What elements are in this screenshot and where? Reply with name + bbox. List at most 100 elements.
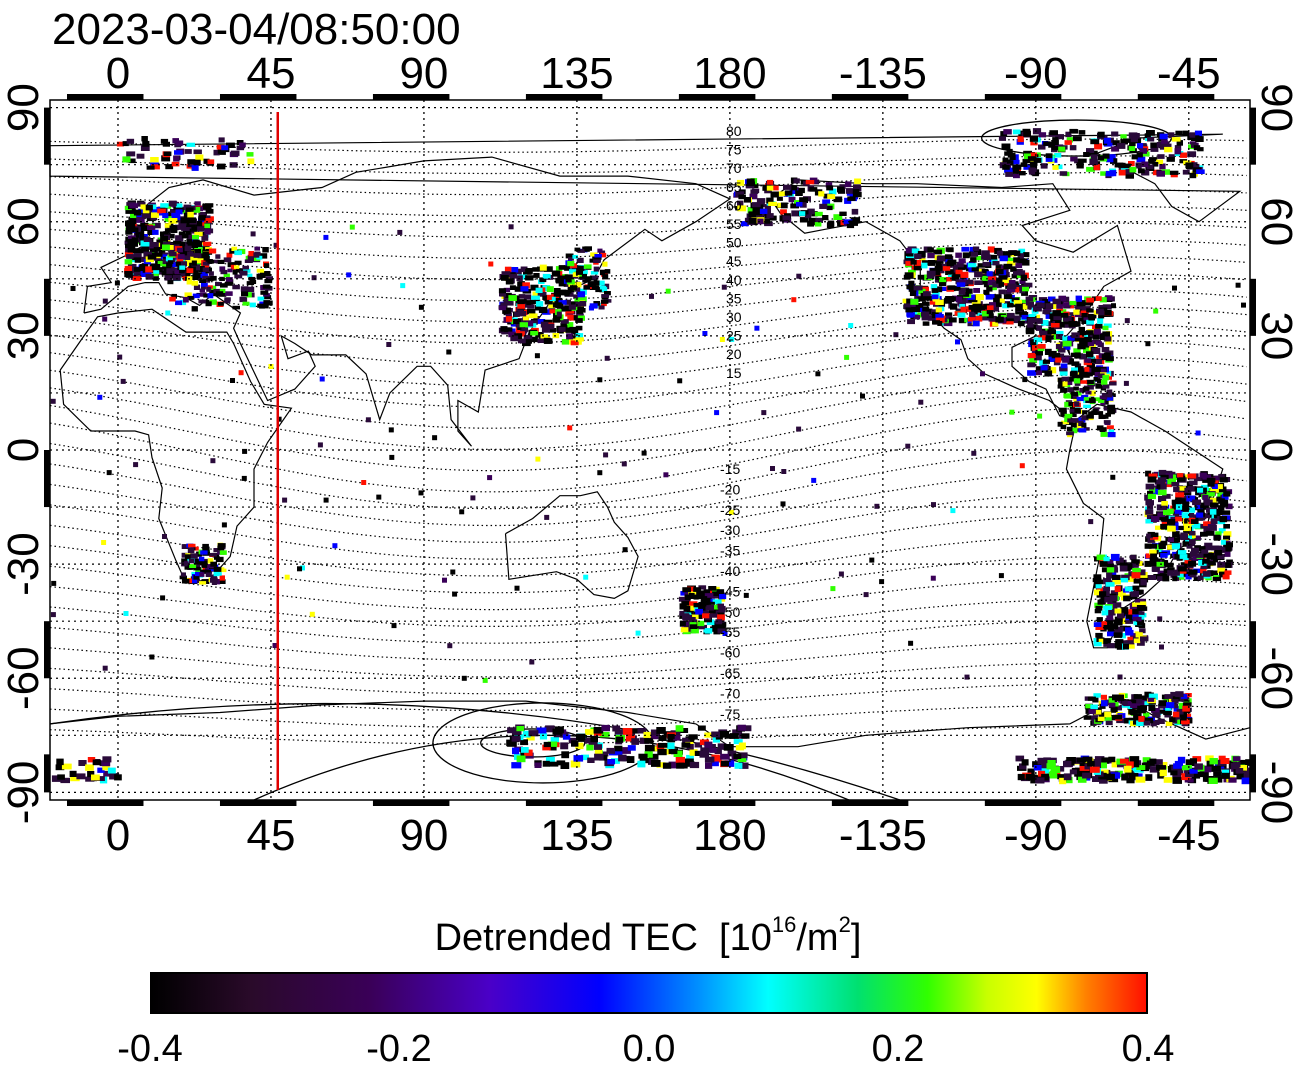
tec-point (939, 277, 947, 283)
tec-point (167, 257, 173, 262)
tec-point (1113, 632, 1123, 638)
tec-point (1159, 709, 1166, 714)
magnetic-contour (49, 188, 1247, 217)
tec-point (1114, 586, 1121, 592)
tec-point (1051, 323, 1060, 328)
tec-point (1087, 358, 1096, 363)
tec-point (959, 303, 966, 308)
tec-point (583, 285, 591, 290)
tec-point (545, 756, 555, 764)
tec-point (576, 733, 586, 741)
tec-point (1169, 716, 1176, 723)
tec-point (539, 733, 548, 740)
tec-point (1101, 347, 1110, 353)
tec-point (1075, 366, 1084, 373)
tec-point (1033, 337, 1043, 343)
bottom-longitude-label: 180 (693, 811, 766, 860)
tec-point (570, 285, 577, 291)
tec-point (554, 726, 564, 734)
tec-point (1006, 261, 1016, 266)
tec-point (452, 591, 458, 597)
tec-point (1025, 329, 1035, 335)
tec-point (604, 291, 611, 296)
frame-tick-bar (44, 107, 50, 165)
top-longitude-label: 0 (106, 49, 130, 98)
tec-point (951, 269, 959, 275)
tec-point (1083, 347, 1091, 353)
tec-point (1147, 575, 1156, 580)
tec-point (1093, 589, 1101, 596)
tec-point (195, 564, 201, 569)
tec-point (1194, 535, 1201, 541)
tec-point (567, 314, 576, 321)
right-latitude-label: -60 (1252, 646, 1296, 710)
tec-point (1022, 303, 1030, 310)
tec-point (736, 179, 745, 186)
tec-point (174, 224, 183, 230)
tec-point (599, 731, 610, 738)
tec-point (1002, 277, 1011, 284)
tec-point (681, 601, 691, 607)
tec-point (131, 227, 139, 233)
tec-point (1167, 570, 1174, 576)
tec-point (211, 259, 219, 264)
tec-point (1182, 169, 1190, 175)
tec-point (668, 749, 678, 754)
tec-point (76, 773, 86, 780)
tec-point (1213, 512, 1221, 519)
tec-point (1210, 502, 1219, 508)
tec-point (219, 288, 226, 293)
tec-point (781, 469, 787, 474)
tec-point (549, 745, 557, 751)
tec-point (1116, 718, 1125, 724)
tec-point (766, 179, 774, 185)
tec-point (743, 197, 751, 203)
tec-point (133, 268, 141, 275)
tec-point (943, 321, 953, 327)
tec-point (193, 253, 202, 258)
tec-point (1073, 348, 1081, 355)
tec-point (170, 209, 179, 215)
tec-point (1181, 533, 1188, 541)
tec-point (638, 753, 648, 759)
tec-point (543, 337, 551, 344)
tec-point (1095, 341, 1103, 346)
tec-point (1148, 487, 1156, 493)
tec-point (1111, 303, 1116, 309)
tec-point (1086, 379, 1094, 385)
tec-point (1104, 336, 1112, 342)
tec-point (793, 178, 800, 184)
tec-point (389, 454, 395, 460)
tec-point (1173, 763, 1182, 769)
tec-point (1150, 142, 1158, 148)
tec-point (1121, 640, 1128, 647)
tec-point (1111, 760, 1120, 768)
tec-point (974, 271, 983, 278)
tec-point (913, 285, 923, 291)
tec-point (232, 269, 238, 275)
tec-point (234, 265, 240, 269)
tec-point (509, 285, 516, 290)
tec-point (207, 558, 214, 564)
tec-point (1068, 402, 1076, 407)
tec-point (1165, 143, 1172, 149)
tec-point (1084, 366, 1090, 372)
tec-point (689, 749, 698, 756)
tec-point (597, 377, 603, 383)
tec-point (788, 196, 796, 203)
tec-point (948, 317, 957, 323)
tec-point (1039, 330, 1048, 336)
tec-point (1083, 404, 1091, 409)
tec-point (1098, 712, 1106, 719)
tec-point (1123, 163, 1131, 169)
tec-point (514, 585, 520, 591)
tec-point (1099, 778, 1108, 784)
tec-point (799, 202, 807, 208)
tec-point (181, 552, 188, 558)
tec-point (622, 728, 633, 735)
tec-point (187, 161, 195, 168)
tec-point (241, 475, 247, 481)
tec-point (194, 578, 200, 584)
tec-point (1194, 130, 1202, 137)
tec-point (754, 325, 760, 331)
